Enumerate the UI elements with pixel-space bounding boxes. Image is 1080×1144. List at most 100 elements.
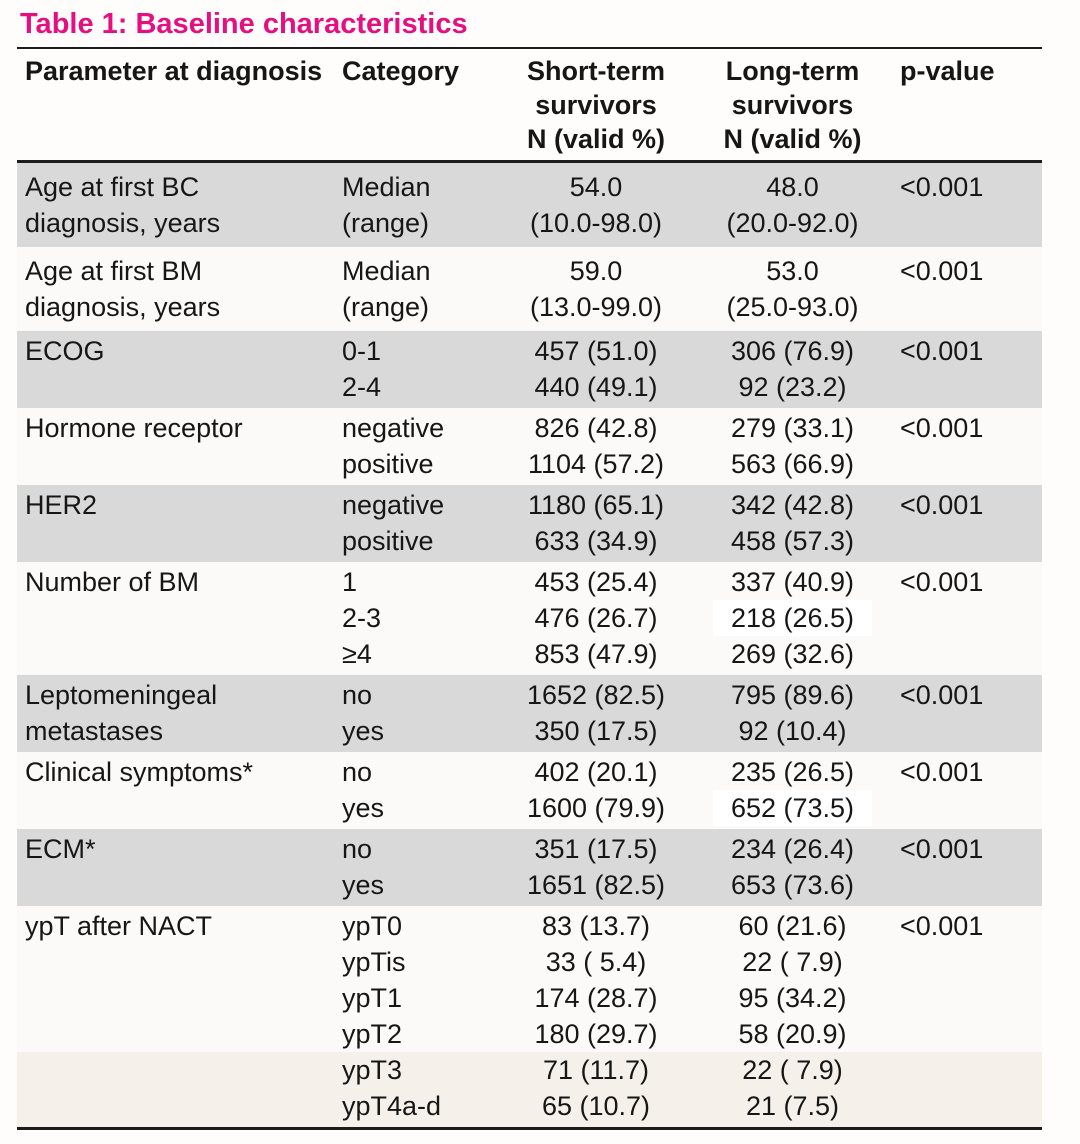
cell-line: 83 (13.7) — [541, 911, 651, 941]
cell-line: 92 (10.4) — [738, 716, 847, 746]
header-parameter: Parameter at diagnosis — [25, 56, 323, 86]
p-value-cell: <0.001 — [895, 410, 1042, 482]
cell-line: (25.0-93.0) — [726, 292, 859, 322]
cell-line: 95 (34.2) — [738, 983, 847, 1013]
cell-line: 306 (76.9) — [730, 336, 855, 366]
cell-line: 440 (49.1) — [534, 372, 658, 402]
category-cell: negative positive — [342, 410, 502, 482]
cell-line: 235 (26.5) — [730, 757, 855, 787]
long-term-cell: 60 (21.6) 22 ( 7.9) 95 (34.2) 58 (20.9) 22 (… — [690, 908, 895, 1124]
long-term-cell: 234 (26.4) 653 (73.6) — [690, 831, 895, 903]
long-term-cell: 337 (40.9) 218 (26.5) 269 (32.6) — [690, 564, 895, 672]
cell-line: <0.001 — [900, 834, 984, 864]
cell-line: negative — [342, 413, 445, 443]
cell-line: 0-1 — [342, 336, 382, 366]
parameter-cell: ECM* — [17, 831, 342, 903]
cell-line: 1104 (57.2) — [527, 449, 665, 479]
table-row: ECM* no yes 351 (17.5) 1651 (82.5) 234 (26.4)… — [17, 829, 1042, 906]
cell-line: <0.001 — [900, 172, 984, 202]
cell-line: <0.001 — [900, 336, 984, 366]
cell-line: 458 (57.3) — [730, 526, 855, 556]
cell-line: <0.001 — [900, 490, 984, 520]
cell-line: 453 (25.4) — [534, 567, 658, 597]
cell-line: 33 ( 5.4) — [545, 947, 647, 977]
cell-line: 653 (73.6) — [730, 870, 855, 900]
cell-line: metastases — [25, 716, 164, 746]
cell-line: <0.001 — [900, 680, 984, 710]
table-body: Age at first BC diagnosis, years Median (ra… — [17, 163, 1042, 1127]
cell-line: yes — [342, 793, 385, 823]
cell-line: Hormone receptor — [25, 413, 243, 443]
cell-line: 633 (34.9) — [534, 526, 658, 556]
long-term-cell: 342 (42.8) 458 (57.3) — [690, 487, 895, 559]
cell-line: 826 (42.8) — [534, 413, 658, 443]
cell-line: 795 (89.6) — [730, 680, 855, 710]
parameter-cell: Leptomeningeal metastases — [17, 677, 342, 749]
baseline-characteristics-table: Parameter at diagnosis Category Short-te… — [17, 47, 1042, 1130]
cell-line: ≥4 — [342, 639, 372, 669]
cell-line: yes — [342, 716, 385, 746]
cell-line: 457 (51.0) — [534, 336, 658, 366]
table-row: Hormone receptor negative positive 826 (42.… — [17, 408, 1042, 485]
cell-line: 54.0 — [569, 172, 623, 202]
long-term-cell: 48.0 (20.0-92.0) — [690, 169, 895, 241]
cell-line: 269 (32.6) — [730, 639, 855, 669]
cell-line: 1180 (65.1) — [527, 490, 665, 520]
cell-line: 563 (66.9) — [730, 449, 855, 479]
cell-line: ypT3 — [342, 1055, 403, 1085]
cell-line: <0.001 — [900, 256, 984, 286]
short-term-cell: 83 (13.7) 33 ( 5.4) 174 (28.7) 180 (29.7) 71… — [502, 908, 690, 1124]
cell-line: diagnosis, years — [25, 292, 221, 322]
cell-line: 22 ( 7.9) — [742, 1055, 843, 1085]
cell-line: 279 (33.1) — [730, 413, 855, 443]
table-row: ypT after NACT ypT0 ypTis ypT1 ypT2 ypT3 ypT4a… — [17, 906, 1042, 1127]
cell-line: (range) — [342, 292, 430, 322]
category-cell: negative positive — [342, 487, 502, 559]
document-page: Table 1: Baseline characteristics Parame… — [0, 8, 1080, 1144]
cell-line: 218 (26.5) — [690, 600, 895, 636]
cell-line: ypT4a-d — [342, 1091, 442, 1121]
cell-line: Age at first BC — [25, 172, 200, 202]
cell-line: 476 (26.7) — [534, 603, 658, 633]
category-cell: 0-1 2-4 — [342, 333, 502, 405]
short-term-cell: 453 (25.4) 476 (26.7) 853 (47.9) — [502, 564, 690, 672]
cell-line: positive — [342, 526, 434, 556]
short-term-cell: 826 (42.8) 1104 (57.2) — [502, 410, 690, 482]
p-value-cell: <0.001 — [895, 487, 1042, 559]
cell-line: ypT0 — [342, 911, 403, 941]
p-value-cell: <0.001 — [895, 677, 1042, 749]
cell-line: yes — [342, 870, 385, 900]
cell-line: Median — [342, 172, 431, 202]
cell-line: (range) — [342, 208, 430, 238]
cell-line: 58 (20.9) — [738, 1019, 847, 1049]
cell-line: Age at first BM — [25, 256, 203, 286]
table-row: Leptomeningeal metastases no yes 1652 (82.5)… — [17, 675, 1042, 752]
category-cell: no yes — [342, 831, 502, 903]
parameter-cell: ECOG — [17, 333, 342, 405]
short-term-cell: 54.0 (10.0-98.0) — [502, 169, 690, 241]
header-category: Category — [342, 56, 460, 86]
parameter-cell: Age at first BM diagnosis, years — [17, 253, 342, 325]
cell-line: 180 (29.7) — [534, 1019, 658, 1049]
table-top-rule — [17, 47, 1042, 49]
cell-line: 2-4 — [342, 372, 382, 402]
cell-line: 1600 (79.9) — [526, 793, 666, 823]
category-cell: Median (range) — [342, 169, 502, 241]
cell-line: Clinical symptoms* — [25, 757, 254, 787]
cell-line: ypT1 — [342, 983, 403, 1013]
cell-line: ypTis — [342, 947, 406, 977]
cell-line: 402 (20.1) — [534, 757, 658, 787]
table-header-row: Parameter at diagnosis Category Short-te… — [17, 49, 1042, 160]
category-cell: 1 2-3 ≥4 — [342, 564, 502, 672]
cell-line: (13.0-99.0) — [529, 292, 663, 322]
cell-line: no — [342, 834, 373, 864]
p-value-cell: <0.001 — [895, 754, 1042, 826]
cell-line: no — [342, 680, 373, 710]
cell-line: ECOG — [25, 336, 105, 366]
cell-line: (20.0-92.0) — [726, 208, 859, 238]
parameter-cell: ypT after NACT — [17, 908, 342, 1124]
p-value-cell: <0.001 — [895, 831, 1042, 903]
long-term-cell: 235 (26.5) 652 (73.5) — [690, 754, 895, 826]
short-term-cell: 59.0 (13.0-99.0) — [502, 253, 690, 325]
cell-line: 71 (11.7) — [542, 1055, 650, 1085]
